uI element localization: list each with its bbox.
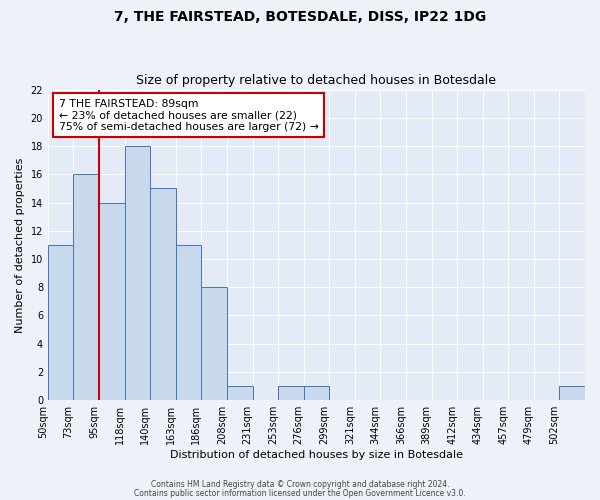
Text: 7, THE FAIRSTEAD, BOTESDALE, DISS, IP22 1DG: 7, THE FAIRSTEAD, BOTESDALE, DISS, IP22 …	[114, 10, 486, 24]
Text: 7 THE FAIRSTEAD: 89sqm
← 23% of detached houses are smaller (22)
75% of semi-det: 7 THE FAIRSTEAD: 89sqm ← 23% of detached…	[59, 99, 319, 132]
Bar	[559, 386, 585, 400]
X-axis label: Distribution of detached houses by size in Botesdale: Distribution of detached houses by size …	[170, 450, 463, 460]
Bar	[99, 202, 125, 400]
Bar	[150, 188, 176, 400]
Text: Contains public sector information licensed under the Open Government Licence v3: Contains public sector information licen…	[134, 489, 466, 498]
Bar	[176, 245, 202, 400]
Y-axis label: Number of detached properties: Number of detached properties	[15, 157, 25, 332]
Bar	[227, 386, 253, 400]
Text: Contains HM Land Registry data © Crown copyright and database right 2024.: Contains HM Land Registry data © Crown c…	[151, 480, 449, 489]
Bar	[278, 386, 304, 400]
Bar	[304, 386, 329, 400]
Bar	[73, 174, 99, 400]
Bar	[202, 287, 227, 400]
Bar	[125, 146, 150, 400]
Title: Size of property relative to detached houses in Botesdale: Size of property relative to detached ho…	[136, 74, 496, 87]
Bar	[48, 245, 73, 400]
